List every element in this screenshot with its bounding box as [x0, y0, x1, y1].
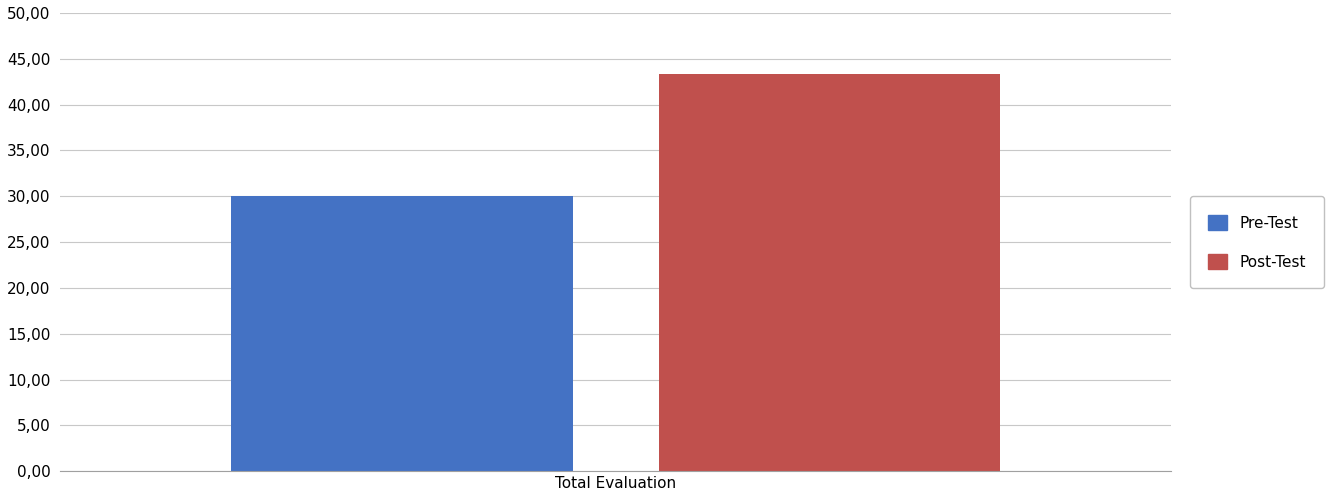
Bar: [231, 196, 573, 471]
Bar: [658, 74, 1000, 471]
Legend: Pre-Test, Post-Test: Pre-Test, Post-Test: [1190, 196, 1323, 288]
